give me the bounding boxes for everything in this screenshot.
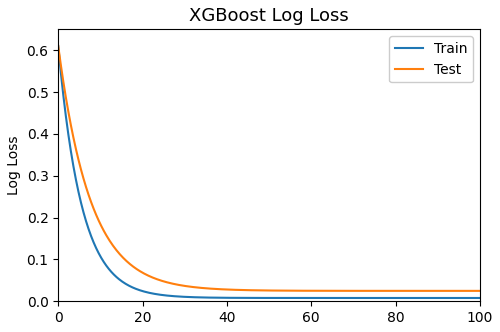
Test: [477, 289, 483, 293]
Train: [327, 296, 333, 300]
Y-axis label: Log Loss: Log Loss: [7, 135, 21, 195]
Test: [332, 289, 338, 293]
Test: [327, 289, 333, 293]
Test: [208, 287, 214, 291]
Train: [55, 44, 61, 48]
Train: [404, 296, 410, 300]
Test: [55, 44, 61, 48]
Legend: Train, Test: Train, Test: [390, 36, 473, 82]
Train: [477, 296, 483, 300]
Train: [160, 293, 166, 297]
Train: [208, 295, 214, 299]
Test: [404, 289, 410, 293]
Test: [160, 279, 166, 283]
Train: [332, 296, 338, 300]
Test: [178, 283, 184, 287]
Line: Train: Train: [58, 46, 480, 298]
Title: XGBoost Log Loss: XGBoost Log Loss: [189, 7, 349, 25]
Line: Test: Test: [58, 46, 480, 291]
Train: [178, 294, 184, 298]
